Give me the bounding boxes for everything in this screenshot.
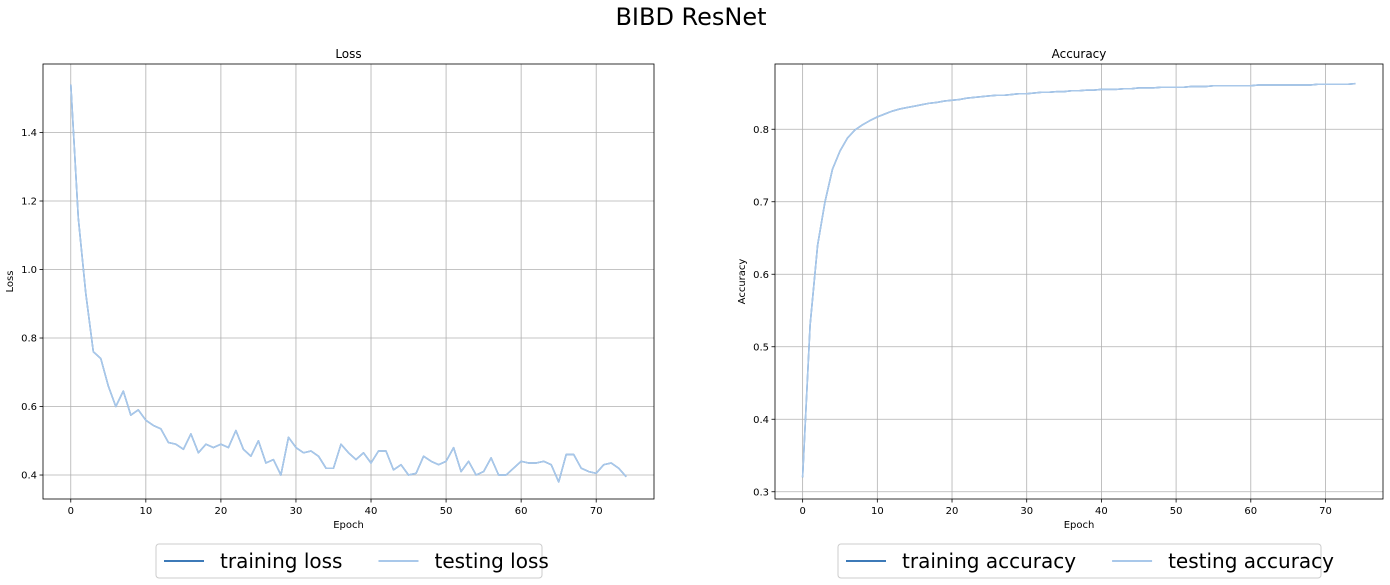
x-tick-label: 20 [946, 506, 959, 517]
figure-title: BIBD ResNet [615, 3, 766, 31]
legend-label: training accuracy [902, 549, 1076, 573]
y-tick-label: 0.8 [21, 334, 37, 345]
accuracy-subplot: 0 10 20 30 40 50 60 70 0.3 0.4 0.5 0.6 0.7 0.8 Accurac… [737, 47, 1384, 579]
y-tick-label: 0.3 [753, 487, 769, 498]
x-tick-label: 50 [440, 506, 453, 517]
x-tick-label: 60 [515, 506, 528, 517]
y-tick-label: 1.4 [21, 128, 37, 139]
x-tick-label: 40 [1095, 506, 1108, 517]
y-tick-label: 0.8 [753, 125, 769, 136]
accuracy-legend: training accuracy testing accuracy [837, 543, 1334, 579]
x-tick-label: 30 [1020, 506, 1033, 517]
y-tick-label: 1.2 [21, 197, 37, 208]
loss-legend: training loss testing loss [155, 543, 549, 579]
x-axis-label: Epoch [333, 520, 364, 531]
x-tick-label: 30 [290, 506, 303, 517]
x-tick-label: 70 [590, 506, 603, 517]
y-tick-label: 0.4 [21, 471, 37, 482]
series-line-testing-accuracy [801, 82, 1356, 478]
subplot-title: Loss [335, 47, 361, 61]
y-tick-label: 0.4 [753, 415, 769, 426]
x-tick-label: 10 [871, 506, 884, 517]
x-tick-label: 0 [799, 506, 805, 517]
y-tick-label: 0.6 [21, 402, 37, 413]
subplot-title: Accuracy [1052, 47, 1107, 61]
x-tick-label: 0 [68, 506, 74, 517]
x-tick-label: 40 [365, 506, 378, 517]
legend-label: testing loss [434, 549, 548, 573]
y-axis-label: Loss [5, 271, 16, 293]
y-tick-label: 0.5 [753, 342, 769, 353]
series-line-training-accuracy [801, 82, 1356, 478]
y-tick-label: 1.0 [21, 265, 37, 276]
x-tick-label: 60 [1244, 506, 1257, 517]
loss-subplot: 0 10 20 30 40 50 60 70 0.4 0.6 0.8 1.0 1.2 1.4 Loss Epo… [5, 47, 655, 579]
x-tick-label: 50 [1170, 506, 1183, 517]
legend-label: training loss [220, 549, 342, 573]
y-axis-label: Accuracy [737, 259, 748, 305]
legend-box [155, 543, 543, 579]
series-line-training-loss [70, 84, 627, 483]
axes-frame [42, 63, 655, 500]
y-tick-label: 0.6 [753, 270, 769, 281]
legend-box [837, 543, 1322, 579]
axes-frame [774, 63, 1384, 500]
y-tick-label: 0.7 [753, 197, 769, 208]
x-axis-label: Epoch [1064, 520, 1095, 531]
series-line-testing-loss [70, 84, 627, 483]
x-tick-label: 10 [139, 506, 152, 517]
legend-label: testing accuracy [1168, 549, 1334, 573]
x-tick-label: 20 [215, 506, 228, 517]
x-tick-label: 70 [1319, 506, 1332, 517]
